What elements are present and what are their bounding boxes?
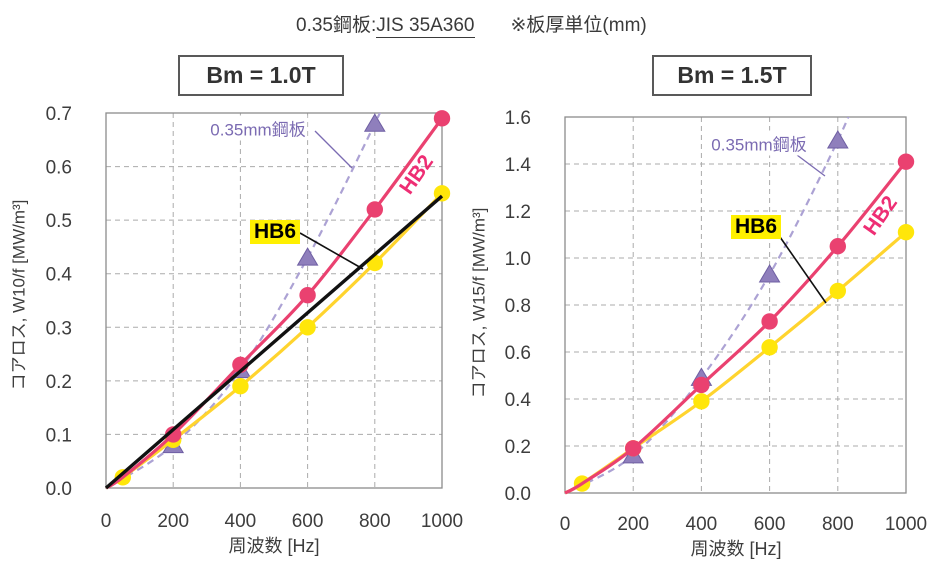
x-tick-label: 800 <box>359 511 391 532</box>
x-axis-title-left: 周波数 [Hz] <box>228 536 320 556</box>
y-tick-label: 0.3 <box>46 318 72 339</box>
x-axis-title-right: 周波数 [Hz] <box>690 539 782 559</box>
y-tick-label: 0.8 <box>505 296 531 317</box>
data-point-marker-HB6 <box>761 339 778 356</box>
y-axis-title-left: コアロス, W10/f [MW/m³] <box>9 199 29 391</box>
x-tick-label: 400 <box>686 514 718 535</box>
data-point-marker-0.35mm鋼板 <box>363 113 386 132</box>
chart-title-box-right: Bm = 1.5T <box>652 55 812 96</box>
x-tick-label: 1000 <box>421 511 463 532</box>
x-tick-label: 600 <box>754 514 786 535</box>
data-point-marker-HB6 <box>829 282 846 300</box>
data-point-marker-0.35mm鋼板 <box>296 247 319 266</box>
chart-1: 0 200 400 600 800 1000 0.0 0.2 0.4 0.6 0.8 1.0 1.2 1.… <box>505 108 928 535</box>
x-tick-label: 400 <box>225 511 257 532</box>
annotation-leader-line <box>299 232 364 270</box>
y-tick-label: 0.0 <box>46 479 72 500</box>
data-point-marker-HB6 <box>299 319 316 336</box>
y-tick-label: 0.2 <box>505 437 531 458</box>
data-point-marker-HB2 <box>625 440 642 457</box>
x-tick-label: 600 <box>292 511 324 532</box>
x-tick-label: 1000 <box>885 514 927 535</box>
data-point-marker-HB6 <box>232 378 249 395</box>
y-tick-label: 0.7 <box>46 104 72 125</box>
page-title: 0.35鋼板:JIS 35A360 ※板厚単位(mm) <box>296 10 647 38</box>
x-tick-label: 0 <box>101 511 112 532</box>
y-tick-label: 0.1 <box>46 425 72 446</box>
y-tick-label: 0.6 <box>46 158 72 179</box>
chart-title-box-left: Bm = 1.0T <box>178 55 344 96</box>
y-tick-label: 0.4 <box>46 265 73 286</box>
data-point-marker-HB2 <box>299 286 316 304</box>
y-tick-label: 1.6 <box>505 108 531 129</box>
data-point-marker-HB2 <box>897 153 915 170</box>
annotation-leader-line <box>779 236 827 304</box>
page-title-prefix: 0.35鋼板: <box>296 15 377 36</box>
hb6-fit-line <box>104 194 444 490</box>
x-tick-label: 200 <box>157 511 189 532</box>
series-line-HB6 <box>564 230 908 495</box>
data-point-marker-HB6 <box>693 393 710 410</box>
chart-0: 0 200 400 600 800 1000 0.0 0.1 0.2 0.3 0.4 0.5 0.6 0.… <box>46 104 464 532</box>
annotation-hb6-right: HB6 <box>730 215 782 239</box>
data-point-marker-HB2 <box>693 376 710 394</box>
y-tick-label: 0.4 <box>505 390 532 411</box>
data-point-marker-HB2 <box>165 426 182 443</box>
y-tick-label: 1.2 <box>505 202 531 223</box>
data-point-marker-HB2 <box>433 110 451 127</box>
y-tick-label: 0.5 <box>46 211 72 232</box>
annotation-leader-line <box>796 154 826 177</box>
series-line-HB2 <box>105 117 444 490</box>
y-tick-label: 1.0 <box>505 249 531 270</box>
data-point-marker-HB2 <box>366 201 383 218</box>
data-point-marker-HB6 <box>897 223 915 241</box>
y-tick-label: 0.6 <box>505 343 531 364</box>
data-point-marker-HB2 <box>761 313 778 330</box>
annotation-hb6-left: HB6 <box>249 220 301 244</box>
y-tick-label: 0.2 <box>46 372 72 393</box>
plot-frame <box>564 116 907 494</box>
x-tick-label: 200 <box>617 514 649 535</box>
x-tick-label: 800 <box>822 514 854 535</box>
page-title-jis-underlined: JIS 35A360 <box>376 15 475 38</box>
data-point-marker-HB2 <box>829 238 846 255</box>
y-tick-label: 0.0 <box>505 484 531 505</box>
data-point-marker-0.35mm鋼板 <box>758 263 781 283</box>
y-axis-title-right: コアロス, W15/f [MW/m³] <box>469 207 489 399</box>
annotation-steel-sheet-left: 0.35mm鋼板 <box>208 115 308 141</box>
annotation-leader-line <box>314 130 353 169</box>
x-tick-label: 0 <box>560 514 571 535</box>
annotation-steel-sheet-right: 0.35mm鋼板 <box>709 130 809 156</box>
data-point-marker-0.35mm鋼板 <box>826 130 849 149</box>
page-title-thickness-note: ※板厚単位(mm) <box>510 15 647 36</box>
y-tick-label: 1.4 <box>505 155 532 176</box>
plot-frame <box>105 112 443 489</box>
